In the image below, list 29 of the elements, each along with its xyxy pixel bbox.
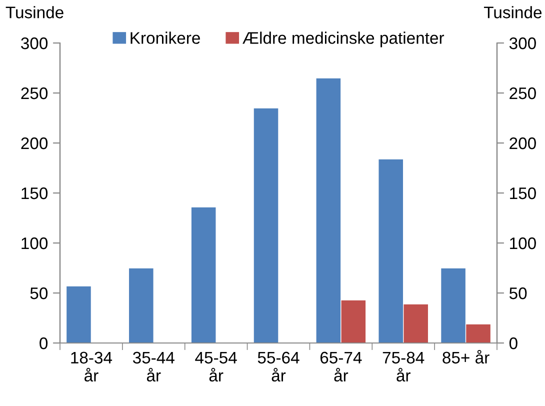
y2-tick-label: 0 <box>509 337 518 350</box>
x-tick-label: 85+ år <box>442 350 490 364</box>
y-tick-label: 300 <box>21 37 48 50</box>
legend-label: Ældre medicinske patienter <box>242 32 444 48</box>
y-tick-label: 100 <box>22 237 48 250</box>
x-tick-label: 35-44 år <box>132 352 174 382</box>
x-tick-label: 75-84 år <box>382 352 424 382</box>
legend-label: Kronikere <box>130 32 200 44</box>
y2-tick-label: 200 <box>510 137 536 150</box>
bar <box>190 206 216 343</box>
y-tick-label: 150 <box>22 187 48 200</box>
x-tick-label: 55-64 år <box>258 352 300 382</box>
y2-tick-label: 100 <box>510 237 536 250</box>
bar <box>66 286 92 343</box>
x-tick-label: 65-74 år <box>320 352 362 382</box>
y-tick-label: 0 <box>40 337 48 350</box>
bar <box>128 268 154 343</box>
y-tick-label: 250 <box>21 87 48 100</box>
bar <box>253 108 279 343</box>
y2-tick-label: 300 <box>509 37 536 50</box>
y-tick-label: 200 <box>21 137 48 150</box>
x-tick-label: 18-34 år <box>71 352 112 382</box>
y2-tick-label: 150 <box>510 187 536 200</box>
y2-tick-label: 50 <box>509 287 527 300</box>
x-tick-label: 45-54 år <box>195 352 237 382</box>
y2-tick-label: 250 <box>510 87 536 100</box>
y-tick-label: 50 <box>30 287 48 300</box>
y-axis-title: Tusinde <box>6 6 64 18</box>
y2-axis-title: Tusinde <box>484 6 542 18</box>
